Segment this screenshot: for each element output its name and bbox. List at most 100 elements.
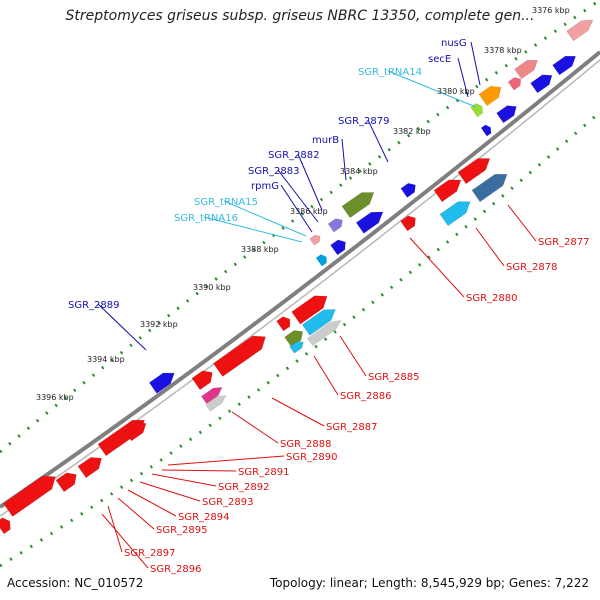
- forward-gene-arrow: [341, 192, 375, 219]
- reverse-gene-arrow: [400, 215, 416, 232]
- reverse-gene-arrow: [55, 472, 77, 493]
- trna-gene-arrow: [315, 254, 327, 267]
- kbp-tick-label: 3396 kbp: [36, 393, 74, 402]
- gene-label-leader: [161, 469, 237, 472]
- gene-label: SGR_2882: [268, 150, 320, 161]
- outer-scale-rail: [0, 0, 600, 454]
- reverse-gene-arrow: [191, 370, 213, 391]
- kbp-tick-label: 3378 kbp: [484, 46, 522, 55]
- forward-gene-arrow: [400, 183, 416, 198]
- reverse-gene-arrow: [201, 387, 223, 405]
- gene-label: SGR_2888: [280, 439, 332, 450]
- gene-label: SGR_2878: [506, 262, 558, 273]
- forward-gene-arrow: [309, 234, 321, 246]
- gene-label: rpmG: [251, 181, 279, 192]
- gene-label: SGR_2885: [368, 372, 420, 383]
- gene-label: SGR_2895: [156, 525, 208, 536]
- gene-label: SGR_tRNA14: [358, 67, 422, 78]
- reverse-gene-arrow: [3, 475, 56, 517]
- gene-label-leader: [409, 237, 465, 298]
- gene-label: SGR_2887: [326, 422, 378, 433]
- forward-gene-arrow: [496, 105, 517, 124]
- gene-label-leader: [139, 481, 201, 502]
- gene-label-leader: [387, 70, 477, 108]
- gene-label: nusG: [441, 38, 467, 49]
- reverse-gene-arrow: [457, 158, 491, 185]
- reverse-gene-arrow: [77, 457, 102, 479]
- reverse-gene-arrow: [0, 517, 11, 535]
- gene-label-leader: [271, 397, 325, 427]
- kbp-tick-label: 3390 kbp: [193, 283, 231, 292]
- reverse-gene-arrow: [205, 395, 227, 412]
- kbp-tick-label: 3392 kbp: [140, 320, 178, 329]
- gene-label: SGR_2896: [150, 564, 202, 575]
- kbp-tick-label: 3382 kbp: [393, 127, 431, 136]
- forward-gene-arrow: [327, 218, 343, 233]
- reverse-gene-arrow: [276, 316, 291, 332]
- forward-gene-arrow: [552, 55, 577, 76]
- kbp-tick-label: 3380 kbp: [437, 87, 475, 96]
- kbp-tick-label: 3376 kbp: [532, 6, 570, 15]
- gene-label: secE: [428, 54, 451, 65]
- accession-label: Accession: NC_010572: [7, 576, 144, 590]
- gene-label: SGR_tRNA16: [174, 213, 238, 224]
- gene-label-leader: [101, 513, 149, 569]
- reverse-gene-arrow: [439, 201, 471, 227]
- forward-gene-arrow: [530, 74, 553, 94]
- gene-label-leader: [97, 303, 147, 351]
- forward-gene-arrow: [478, 85, 502, 107]
- forward-gene-arrow: [148, 372, 175, 394]
- genome-backbone: [0, 50, 600, 509]
- gene-label-leader: [341, 138, 347, 181]
- gene-label-leader: [457, 57, 469, 98]
- kbp-tick-label: 3394 kbp: [87, 355, 125, 364]
- forward-gene-arrow: [566, 19, 594, 42]
- gene-label-leader: [507, 204, 537, 242]
- reverse-gene-arrow: [471, 173, 508, 203]
- gene-label: SGR_2890: [286, 452, 338, 463]
- gene-label-leader: [277, 169, 319, 223]
- kbp-tick-label: 3388 kbp: [241, 245, 279, 254]
- gene-label-leader: [297, 153, 323, 211]
- reverse-gene-arrow: [213, 335, 266, 377]
- inner-scale-rail: [0, 110, 600, 568]
- reverse-gene-arrow: [124, 422, 147, 442]
- gene-label-leader: [127, 489, 177, 517]
- gene-label: SGR_2889: [68, 300, 120, 311]
- gene-label-leader: [470, 41, 481, 86]
- gene-label: SGR_2894: [178, 512, 230, 523]
- gene-label-leader: [313, 355, 339, 396]
- gene-label: SGR_2892: [218, 482, 270, 493]
- gene-label-leader: [339, 335, 367, 377]
- reverse-gene-arrow: [284, 330, 304, 348]
- reverse-gene-arrow: [433, 179, 462, 203]
- reverse-gene-arrow: [307, 319, 342, 347]
- gene-label: SGR_tRNA15: [194, 197, 258, 208]
- gene-label-leader: [203, 216, 303, 243]
- forward-gene-arrow: [507, 77, 522, 91]
- gene-label: SGR_2880: [466, 293, 518, 304]
- reverse-gene-arrow: [289, 341, 304, 354]
- gene-label-leader: [367, 119, 389, 163]
- gene-label-leader: [231, 411, 279, 444]
- gene-label: SGR_2891: [238, 467, 290, 478]
- gene-label: murB: [312, 135, 339, 146]
- gene-label-leader: [280, 184, 313, 233]
- kbp-tick-label: 3386 kbp: [290, 207, 328, 216]
- forward-gene-arrow: [470, 103, 484, 118]
- gene-label: SGR_2879: [338, 116, 390, 127]
- gene-label-leader: [475, 227, 505, 267]
- forward-gene-arrow: [330, 239, 346, 256]
- topology-label: Topology: linear; Length: 8,545,929 bp; …: [269, 576, 589, 590]
- forward-gene-arrow: [514, 59, 539, 80]
- gene-label-leader: [107, 505, 123, 553]
- map-title: Streptomyces griseus subsp. griseus NBRC…: [65, 8, 535, 24]
- gene-label: SGR_2886: [340, 391, 392, 402]
- gene-label-leader: [167, 455, 285, 466]
- reverse-gene-arrow: [301, 309, 336, 336]
- gene-label: SGR_2883: [248, 166, 300, 177]
- kbp-tick-label: 3384 kbp: [340, 167, 378, 176]
- forward-gene-arrow: [355, 211, 384, 234]
- gene-label: SGR_2877: [538, 237, 590, 248]
